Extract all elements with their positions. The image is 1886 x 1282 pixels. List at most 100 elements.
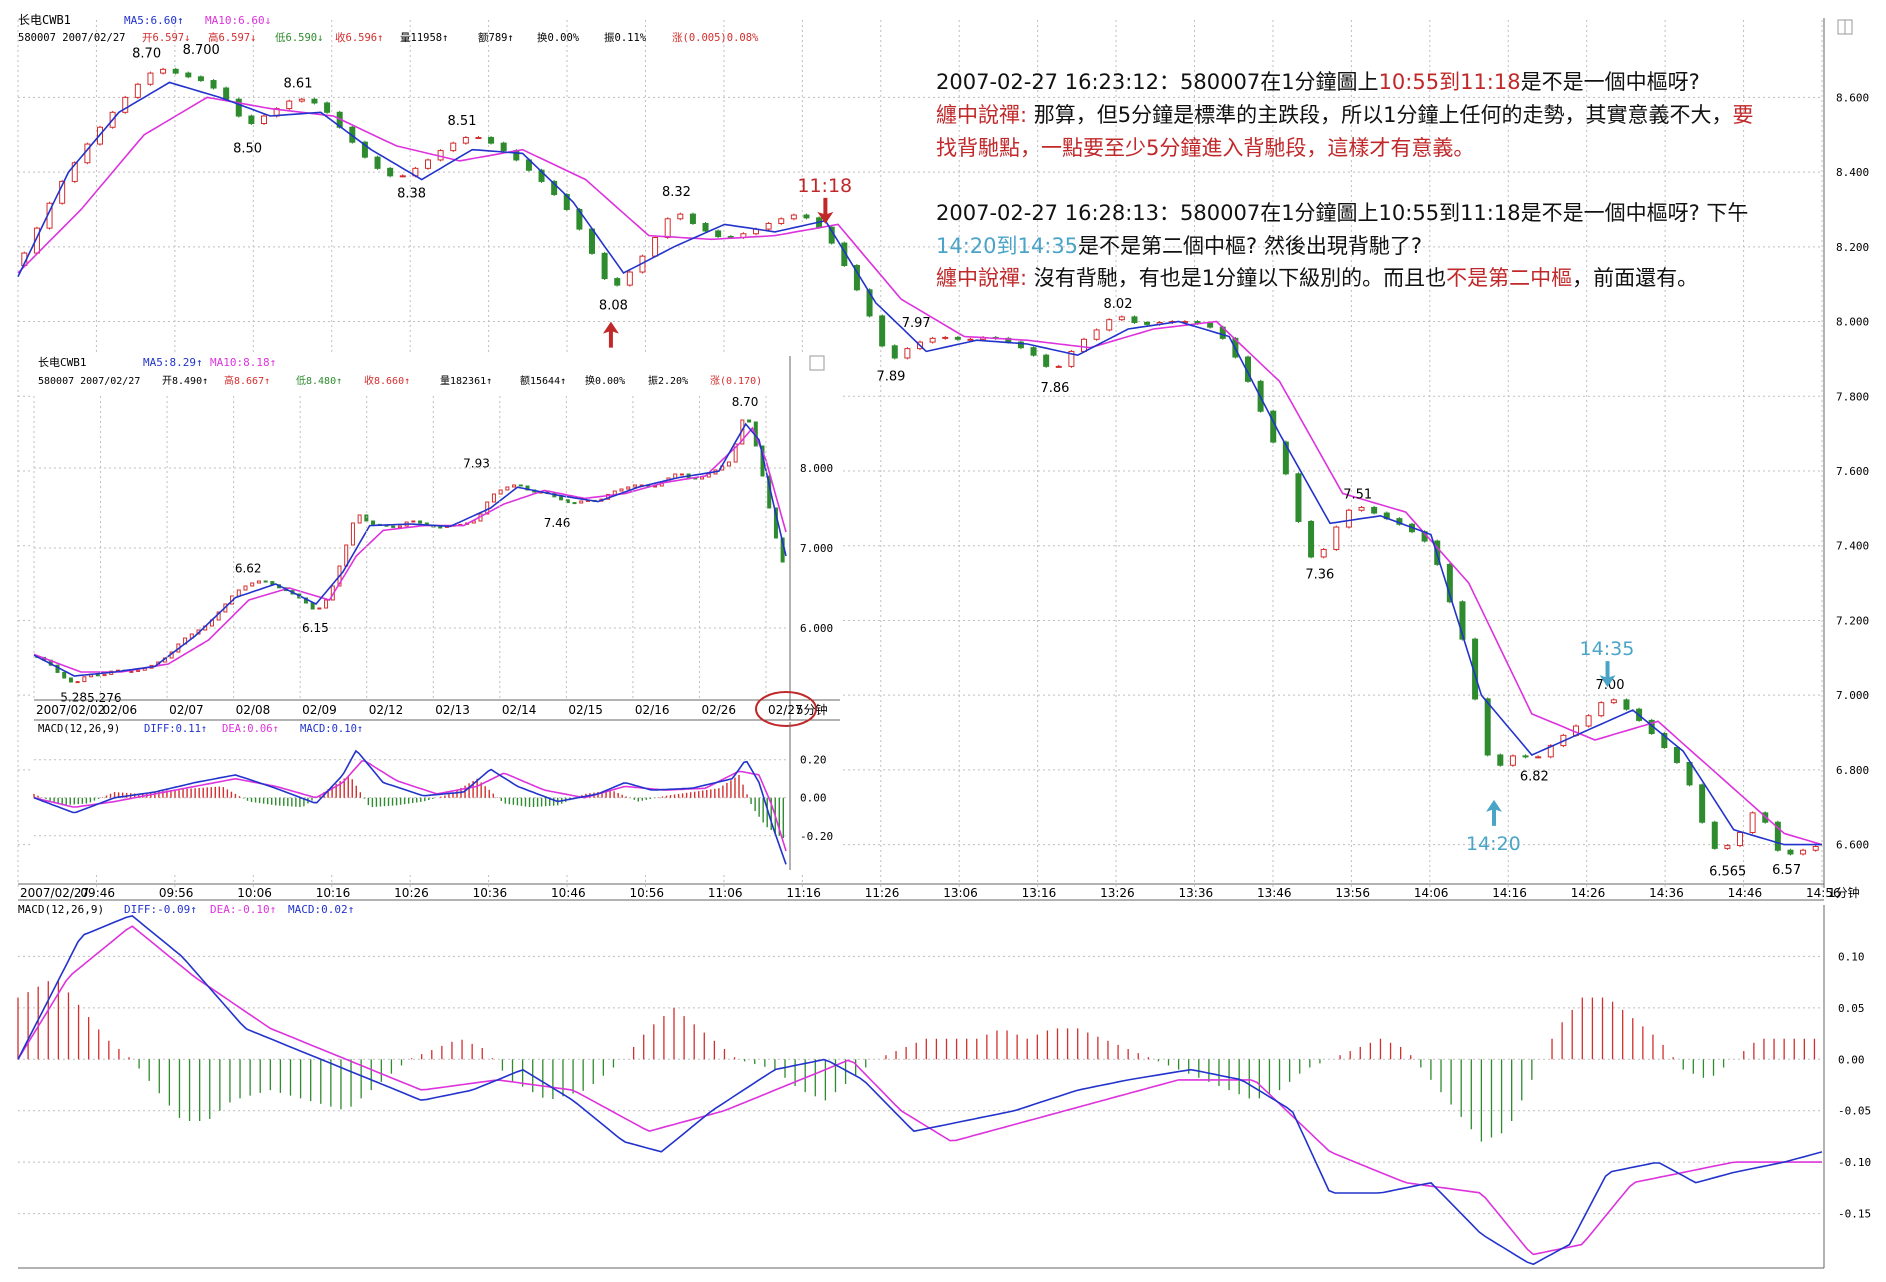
main-xtick-label: 13:06: [943, 886, 978, 900]
main-macd-name: MACD(12,26,9): [18, 903, 104, 916]
main-price-label: 7.86: [1040, 381, 1069, 396]
inset-macd-ytick-label: -0.20: [800, 830, 833, 843]
main-candle: [1497, 754, 1504, 766]
inset-header-field: 量182361↑: [440, 375, 492, 387]
annotation-1420: 14:20: [1466, 799, 1521, 855]
inset-candle: [747, 419, 752, 423]
inset-candle: [82, 676, 87, 683]
main-candle: [500, 142, 507, 152]
inset-candle: [317, 607, 322, 610]
main-candle: [1610, 699, 1617, 704]
inset-price-label: 7.93: [463, 457, 490, 471]
main-candle: [601, 252, 608, 280]
main-candle: [1724, 845, 1731, 849]
main-xtick-label: 14:46: [1728, 886, 1763, 900]
main-candle: [1509, 755, 1516, 766]
main-ytick-label: 8.600: [1836, 91, 1869, 104]
inset-candle: [68, 677, 73, 683]
main-xtick-label: 10:56: [629, 886, 664, 900]
main-candle: [1686, 761, 1693, 786]
main-price-label: 8.08: [599, 299, 628, 314]
inset-price-label: 5.28: [60, 691, 87, 705]
main-macd-ytick-label: -0.10: [1838, 1156, 1871, 1169]
main-candle: [1043, 354, 1050, 367]
main-candle: [450, 142, 457, 152]
inset-candle: [438, 526, 443, 529]
main-candle: [1081, 338, 1087, 352]
main-price-label: 6.565: [1709, 865, 1746, 880]
main-candle: [1661, 732, 1668, 748]
main-xtick-label: 13:16: [1022, 886, 1057, 900]
main-xtick-label: 10:26: [394, 886, 429, 900]
inset-price-label: 6.15: [302, 621, 329, 635]
inset-candle: [679, 473, 684, 476]
inset-header-field: 换0.00%: [585, 374, 625, 387]
main-candle: [261, 115, 267, 125]
main-candle: [677, 213, 684, 220]
inset-ma5-line: [33, 422, 787, 677]
main-ytick-label: 8.400: [1836, 166, 1869, 179]
main-macd-dea-line: [17, 925, 1822, 1256]
main-header-field: 量11958↑: [400, 32, 448, 44]
inset-candle: [626, 486, 631, 490]
main-candle: [1371, 506, 1378, 514]
main-candle: [1345, 509, 1352, 528]
inset-macd-value: MACD:0.10↑: [300, 723, 363, 735]
main-candle: [1446, 563, 1453, 603]
inset-xtick-label: 02/27: [768, 703, 803, 717]
inset-price-label: 6.62: [235, 561, 262, 575]
main-candle: [879, 315, 886, 347]
inset-candle: [350, 522, 355, 546]
inset-header-field: 580007 2007/02/27: [38, 376, 140, 387]
main-candle: [1812, 846, 1819, 851]
main-candle: [1282, 441, 1289, 475]
main-candle: [1535, 756, 1542, 759]
inset-header-field: 额15644↑: [520, 374, 566, 387]
main-candle: [59, 180, 66, 204]
inset-candle: [632, 484, 637, 488]
main-candle: [1106, 319, 1113, 331]
inset-candle: [498, 489, 503, 495]
annotation-arrow-up: [602, 321, 619, 348]
main-header-field: 额789↑: [478, 31, 514, 44]
note-answer-1: 纏中說禪: 那算，但5分鐘是標準的主跌段，所以1分鐘上任何的走勢，其實意義不大，…: [936, 99, 1836, 165]
main-xtick-label: 14:56: [1806, 886, 1841, 900]
main-candle: [1144, 321, 1151, 325]
main-candle: [185, 72, 192, 78]
main-price-label: 7.51: [1343, 488, 1372, 503]
note-a2-label: 纏中說禪:: [936, 266, 1028, 290]
main-candle: [778, 218, 785, 224]
inset-candle: [263, 580, 268, 583]
main-candle: [1308, 520, 1315, 558]
main-candle: [147, 72, 154, 85]
main-xtick-label: 11:06: [708, 886, 743, 900]
main-candle: [235, 98, 242, 117]
note-a2-text: 沒有背馳，有也是1分鐘以下級別的。而且也: [1027, 266, 1447, 290]
annotation-label: 14:35: [1580, 638, 1635, 660]
inset-candle: [75, 681, 80, 684]
main-header-field: 振0.11%: [604, 31, 647, 44]
inset-candle: [579, 500, 584, 504]
main-candle: [1030, 347, 1037, 356]
inset-macd-dea: DEA:0.06↑: [222, 723, 279, 735]
main-candle: [1800, 849, 1807, 855]
main-candle: [904, 348, 911, 359]
main-candle: [399, 175, 406, 178]
main-candle: [1055, 365, 1062, 368]
note-q2-line1: 2007-02-27 16:28:13：580007在1分鐘圖上10:55到11…: [936, 201, 1749, 225]
annotation-label: 14:20: [1466, 833, 1521, 855]
inset-candle: [559, 496, 564, 501]
main-xtick-label: 09:56: [159, 886, 194, 900]
main-period-label: 1分钟: [1828, 885, 1860, 900]
inset-candle: [129, 670, 134, 673]
main-header-field: 高6.597↓: [208, 31, 256, 44]
main-ytick-label: 7.600: [1836, 465, 1869, 478]
main-ytick-label: 7.000: [1836, 689, 1869, 702]
main-xtick-label: 14:36: [1649, 886, 1684, 900]
main-candle: [324, 102, 331, 113]
main-macd-diff-line: [17, 915, 1823, 1266]
inset-macd-diff: DIFF:0.11↑: [144, 723, 207, 735]
inset-candle: [619, 488, 624, 492]
main-price-label: 6.57: [1772, 863, 1801, 878]
main-candle: [1333, 526, 1340, 550]
